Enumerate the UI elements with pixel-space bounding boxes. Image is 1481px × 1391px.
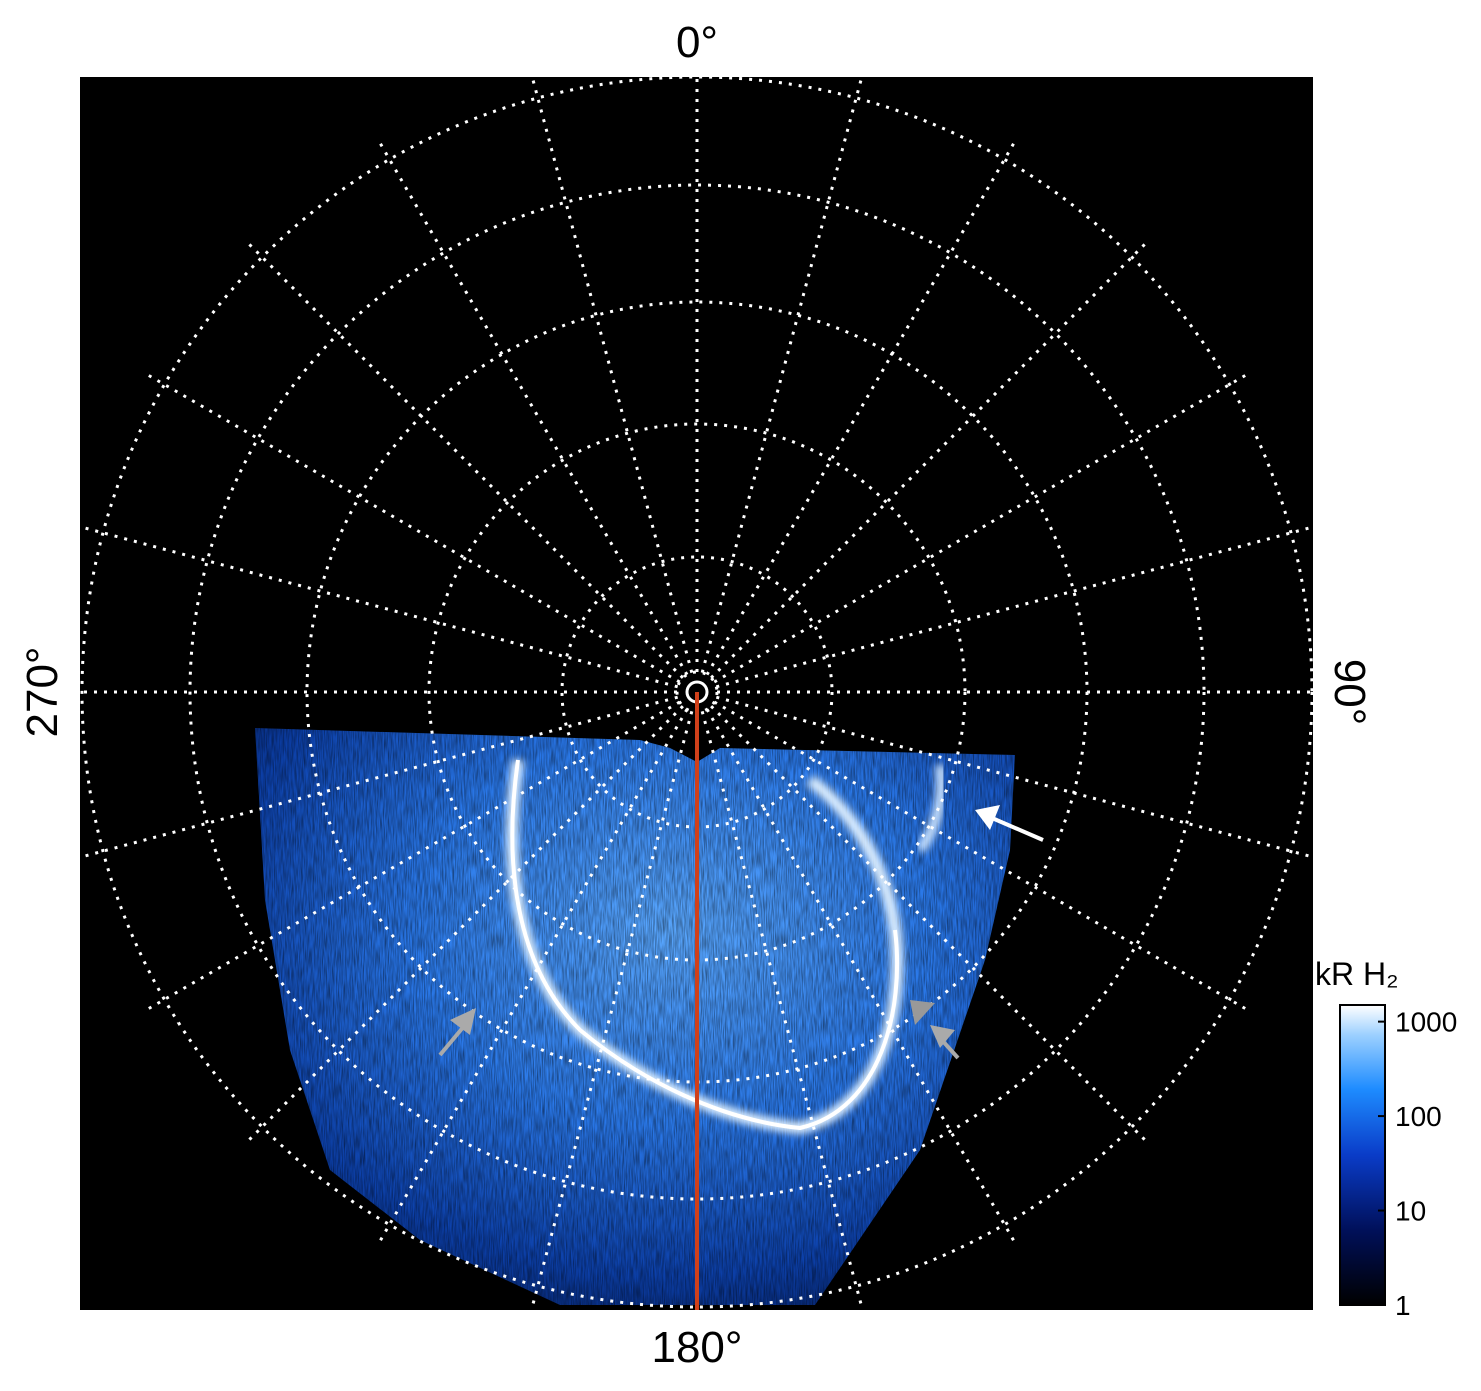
aurora xyxy=(255,728,1015,1305)
colorbar-tick-label: 100 xyxy=(1395,1101,1442,1132)
grid-circle xyxy=(188,183,1206,1201)
grid-spoke xyxy=(375,708,689,1248)
grid-circle xyxy=(80,77,1313,1309)
colorbar-tick-label: 10 xyxy=(1395,1196,1426,1227)
grid-spoke xyxy=(713,700,1253,1014)
grid-spoke xyxy=(705,708,1019,1248)
colorbar xyxy=(1339,1004,1386,1306)
grid-spoke xyxy=(243,705,684,1146)
colorbar-tick-label: 1000 xyxy=(1395,1007,1457,1038)
label-left: 270° xyxy=(18,646,67,737)
label-bottom: 180° xyxy=(651,1323,742,1372)
grid-spoke xyxy=(141,700,681,1014)
colorbar-tick-label: 1 xyxy=(1395,1290,1411,1321)
grid-spoke xyxy=(141,370,681,684)
grid-spoke xyxy=(243,238,684,679)
grid-spoke xyxy=(705,136,1019,676)
label-right: 90° xyxy=(1325,659,1374,726)
colorbar-title: kR H₂ xyxy=(1315,956,1399,992)
grid-spoke xyxy=(710,238,1151,679)
arrows xyxy=(438,805,1044,1060)
grid-spoke xyxy=(710,705,1151,1146)
grid-spoke xyxy=(375,136,689,676)
label-top: 0° xyxy=(676,18,718,67)
grid-spoke xyxy=(713,370,1253,684)
